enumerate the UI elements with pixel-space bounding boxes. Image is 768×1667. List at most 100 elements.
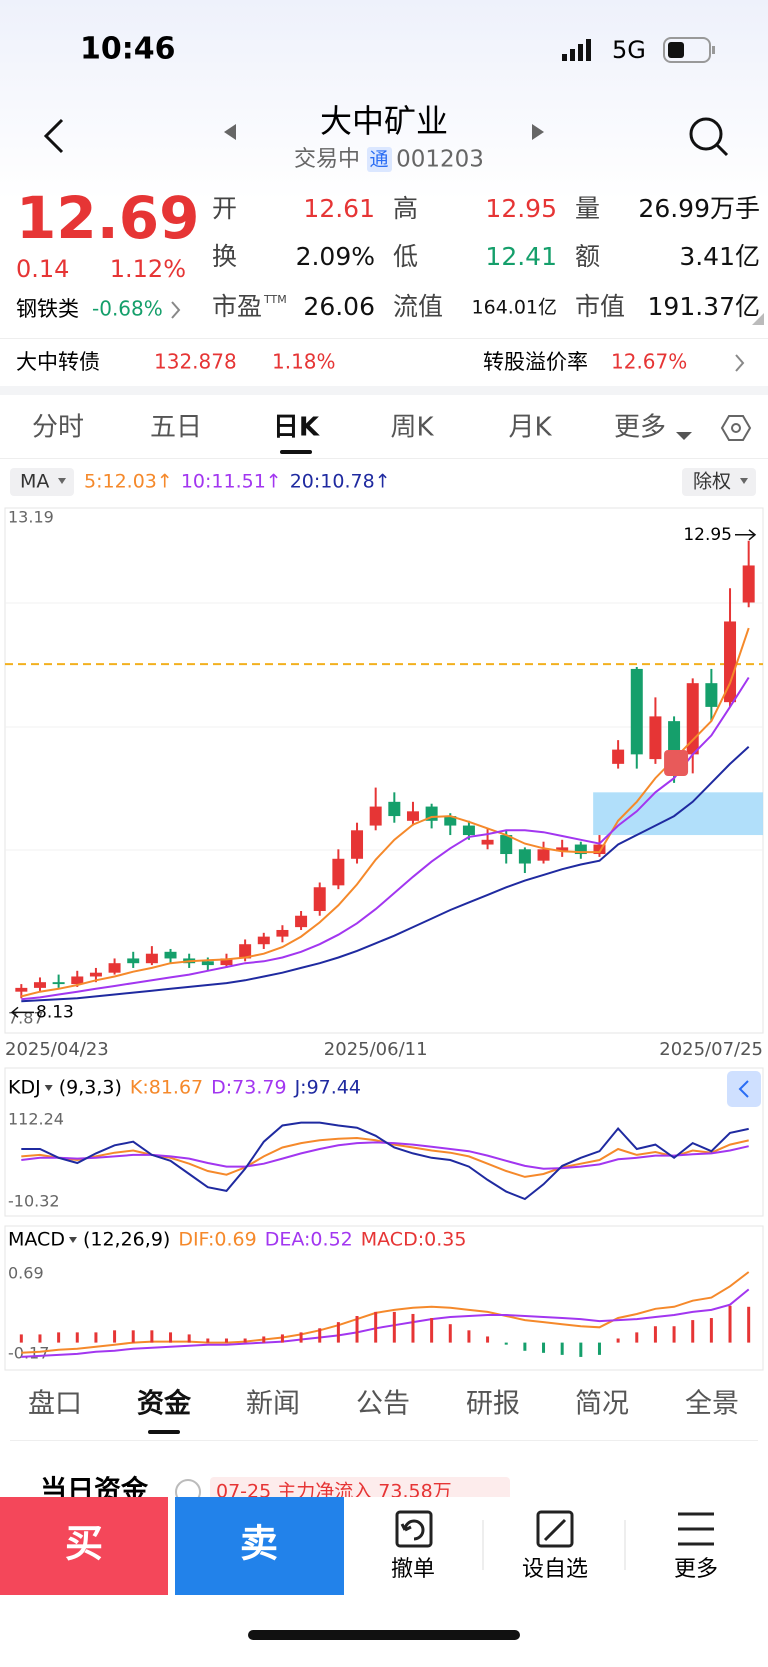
candle-body (518, 849, 531, 864)
macd-bar (504, 1342, 508, 1345)
ma-select[interactable] (10, 468, 74, 496)
bottom-tab[interactable]: 公告 (356, 1389, 410, 1420)
macd-bar (131, 1330, 135, 1343)
max-label: 12.95 (683, 525, 732, 545)
min-label: 8.13 (36, 1002, 74, 1022)
collapse-icon (738, 1080, 749, 1098)
tab[interactable]: 周K (390, 413, 434, 443)
next-stock[interactable] (532, 124, 544, 140)
macd-bar (374, 1311, 378, 1343)
candle-body (145, 953, 158, 964)
tab[interactable]: 更多 (614, 413, 666, 443)
tab[interactable]: 月K (508, 413, 552, 443)
legend-entry: DEA:0.52 (265, 1229, 353, 1251)
prev-stock[interactable] (224, 124, 236, 140)
action[interactable]: 更多 (674, 1557, 718, 1582)
bottom-tab[interactable]: 研报 (466, 1389, 520, 1420)
macd-bar (653, 1326, 657, 1343)
sep (482, 1520, 484, 1570)
macd-bar (336, 1322, 340, 1343)
field-label: 开 (212, 194, 237, 223)
sector: 钢铁类 (16, 297, 79, 321)
legend-entry: MACD:0.35 (361, 1229, 467, 1251)
change: 0.14 (16, 255, 69, 283)
settings[interactable] (720, 415, 752, 441)
badge-bg (367, 147, 392, 172)
chart: 13.19 7.87 5:12.03↑ 10:11.51↑ 20:10.78↑ 2025/… (5, 471, 763, 1363)
macd-bar (728, 1305, 732, 1343)
candle-body (724, 621, 737, 703)
action-icons (395, 1510, 714, 1548)
candle-body (15, 987, 28, 992)
sell: 卖 (240, 1522, 278, 1566)
bottom-tab[interactable]: 简况 (575, 1389, 629, 1420)
buy-btn[interactable] (0, 1497, 168, 1595)
macd-bar (19, 1334, 23, 1343)
divider (0, 458, 768, 459)
candle-body (537, 849, 550, 861)
legend-entry: J:97.44 (294, 1077, 361, 1099)
corner (752, 313, 764, 325)
candle-body (164, 951, 177, 959)
series-line (21, 1288, 750, 1358)
panel-name: MACD (8, 1229, 65, 1251)
bottom-tab[interactable]: 资金 (137, 1388, 192, 1420)
action[interactable]: 撤单 (391, 1557, 435, 1582)
tab-underline (148, 1430, 180, 1434)
sector-arrow[interactable] (171, 301, 181, 319)
time: 10:46 (80, 32, 176, 67)
tab-underline (280, 450, 312, 454)
candle-body (481, 839, 494, 845)
field-value: 26.06 (303, 292, 375, 321)
macd-bar (262, 1336, 266, 1343)
band (0, 386, 768, 395)
home-indicator (248, 1630, 520, 1640)
bottom-tab[interactable]: 全景 (685, 1389, 739, 1420)
panel-name: KDJ (8, 1077, 41, 1099)
bond-arrow[interactable] (735, 354, 745, 372)
ma-caret (58, 478, 66, 484)
candle-body (220, 958, 233, 966)
candle-body (351, 830, 364, 859)
macd-bar (635, 1332, 639, 1343)
field-label: 换 (212, 242, 237, 271)
panel-params: (9,3,3) (59, 1077, 122, 1099)
candle-body (705, 683, 718, 707)
signal (562, 39, 591, 61)
adjust: 除权 (693, 471, 731, 493)
search[interactable] (689, 117, 729, 157)
sell-btn[interactable] (175, 1497, 344, 1595)
back[interactable] (43, 118, 64, 154)
candle-body (239, 944, 252, 959)
action[interactable]: 设自选 (522, 1557, 588, 1582)
field-sup: TTM (263, 293, 287, 306)
y-tick-label: 0.69 (8, 1264, 44, 1283)
tab[interactable]: 五日 (150, 413, 202, 443)
collapse[interactable] (727, 1071, 761, 1107)
macd-bar (187, 1334, 191, 1343)
field-value: 3.41亿 (679, 242, 760, 271)
premium-label: 转股溢价率 (483, 350, 588, 374)
buy: 买 (65, 1522, 103, 1566)
candle-body (108, 963, 121, 973)
bottom-tab[interactable]: 盘口 (28, 1389, 82, 1420)
bottom-tab[interactable]: 新闻 (246, 1389, 300, 1420)
badge: 通 (369, 149, 388, 171)
code: 001203 (396, 147, 484, 173)
tab[interactable]: 日K (273, 413, 320, 443)
field-label: 低 (393, 242, 418, 271)
tab[interactable]: 分时 (32, 413, 84, 443)
field-value: 26.99万手 (638, 194, 760, 223)
macd-bar (113, 1330, 117, 1343)
macd-bar (392, 1311, 396, 1343)
divider (10, 1440, 758, 1441)
min-arrow (10, 1006, 34, 1018)
period-tabs: 分时 五日 日K 周K 月K 更多 (32, 413, 666, 454)
macd-bar (169, 1332, 173, 1343)
macd-bar (318, 1328, 322, 1343)
adjust-btn[interactable] (682, 468, 756, 496)
kdj-box (4, 1067, 764, 1217)
legend-entry: DIF:0.69 (178, 1229, 256, 1251)
